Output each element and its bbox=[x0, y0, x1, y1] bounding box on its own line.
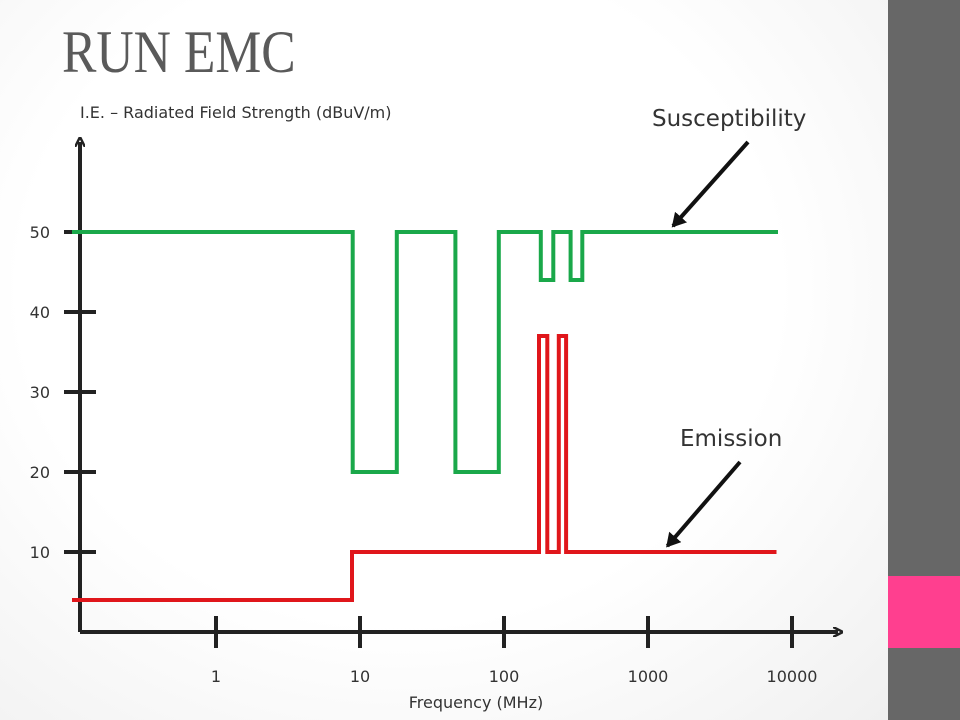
x-tick-label-100: 100 bbox=[489, 667, 520, 686]
x-axis-title: Frequency (MHz) bbox=[409, 693, 543, 712]
y-tick-label-20: 20 bbox=[30, 463, 50, 482]
chart-axes bbox=[80, 142, 838, 632]
x-ticks: 1 10 100 1000 10000 bbox=[211, 616, 818, 686]
emc-chart: I.E. – Radiated Field Strength (dBuV/m) … bbox=[30, 103, 888, 712]
x-tick-label-10: 10 bbox=[350, 667, 370, 686]
x-tick-label-10000: 10000 bbox=[767, 667, 818, 686]
x-tick-label-1: 1 bbox=[211, 667, 221, 686]
page-title: RUN EMC bbox=[62, 19, 296, 85]
series-line-susceptibility bbox=[72, 230, 778, 474]
emission-label: Emission bbox=[680, 426, 782, 452]
emission-arrow bbox=[665, 460, 742, 548]
y-tick-label-40: 40 bbox=[30, 303, 50, 322]
susceptibility-arrow bbox=[671, 140, 750, 228]
y-tick-label-50: 50 bbox=[30, 223, 50, 242]
y-tick-label-10: 10 bbox=[30, 543, 50, 562]
susceptibility-label: Susceptibility bbox=[652, 106, 806, 132]
y-tick-label-30: 30 bbox=[30, 383, 50, 402]
slide-sidebar-accent bbox=[888, 576, 960, 648]
x-tick-label-1000: 1000 bbox=[628, 667, 669, 686]
chart-series bbox=[72, 230, 778, 602]
y-axis-title: I.E. – Radiated Field Strength (dBuV/m) bbox=[80, 103, 392, 122]
y-ticks: 10 20 30 40 50 bbox=[30, 223, 96, 562]
series-line-emission bbox=[72, 334, 777, 602]
